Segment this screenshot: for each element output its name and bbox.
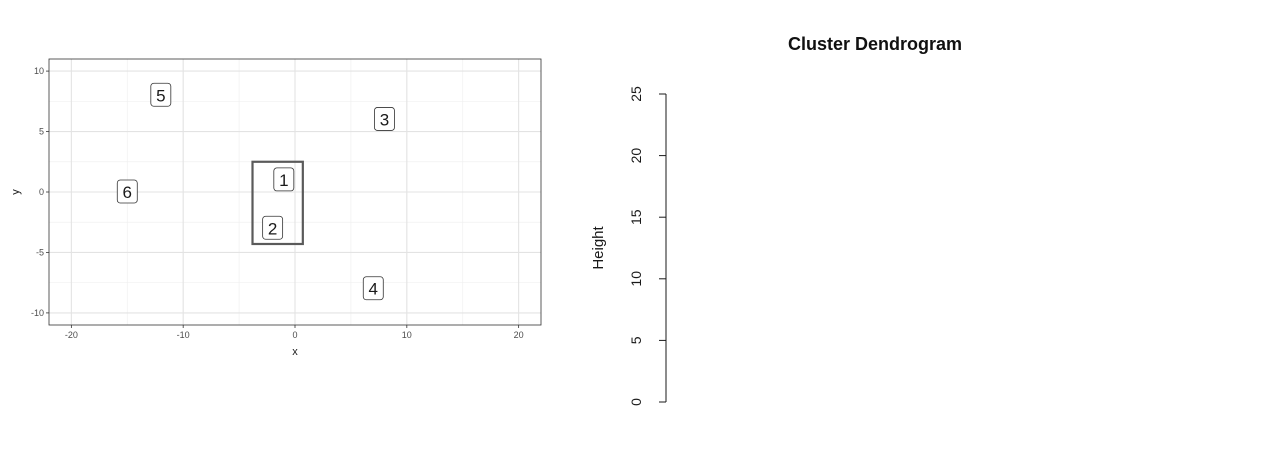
point-label-3: 3: [374, 107, 395, 131]
point-label-1: 1: [273, 167, 295, 192]
y-tick-label: -5: [36, 247, 44, 257]
x-tick-label: -20: [65, 330, 78, 340]
dendrogram-y-axis: 0 5 10 15 20 25: [628, 86, 667, 406]
point-label-6: 6: [116, 179, 138, 204]
dendrogram-panel: Cluster Dendrogram Height 0 5 10 15 20 25: [590, 34, 962, 406]
point-label-box: [374, 107, 395, 131]
point-label-4: 4: [362, 276, 384, 301]
dendrogram-tick-label: 25: [628, 86, 644, 102]
dendrogram-tick-label: 20: [628, 148, 644, 164]
x-tick-label: 10: [402, 330, 412, 340]
point-label-text: 2: [268, 219, 277, 238]
scatter-axes: -20 -10 0 10 20 -10 -5 0 5 10: [31, 66, 524, 340]
dendrogram-tick-label: 15: [628, 209, 644, 225]
x-axis-title: x: [292, 346, 298, 358]
y-axis-title: y: [10, 189, 22, 195]
point-label-box: [150, 82, 172, 107]
dendrogram-title: Cluster Dendrogram: [788, 34, 962, 54]
point-label-box: [273, 167, 295, 192]
x-tick-label: 20: [514, 330, 524, 340]
y-tick-label: -10: [31, 308, 44, 318]
point-label-2: 2: [262, 215, 284, 240]
dendrogram-tick-label: 10: [628, 271, 644, 287]
dendrogram-tick-label: 5: [628, 336, 644, 344]
dendrogram-tick-label: 0: [628, 398, 644, 406]
y-tick-label: 5: [39, 127, 44, 137]
point-label-text: 4: [369, 280, 378, 299]
x-tick-label: -10: [177, 330, 190, 340]
x-tick-label: 0: [292, 330, 297, 340]
point-label-box: [362, 276, 384, 301]
point-label-text: 3: [380, 110, 389, 129]
dendrogram-y-axis-title: Height: [590, 225, 607, 269]
point-label-text: 6: [123, 183, 132, 202]
y-tick-label: 10: [34, 66, 44, 76]
scatter-points: 1 2 3 4 5 6: [116, 82, 395, 301]
point-label-box: [262, 215, 284, 240]
highlight-box: [251, 160, 304, 246]
y-tick-label: 0: [39, 187, 44, 197]
point-label-text: 1: [279, 171, 288, 190]
point-label-text: 5: [156, 86, 165, 105]
point-label-box: [116, 179, 138, 204]
scatter-panel: 1 2 3 4 5 6 -20 -10 0 10 20 -10 -5 0 5 10 x y: [10, 58, 542, 358]
point-label-5: 5: [150, 82, 172, 107]
